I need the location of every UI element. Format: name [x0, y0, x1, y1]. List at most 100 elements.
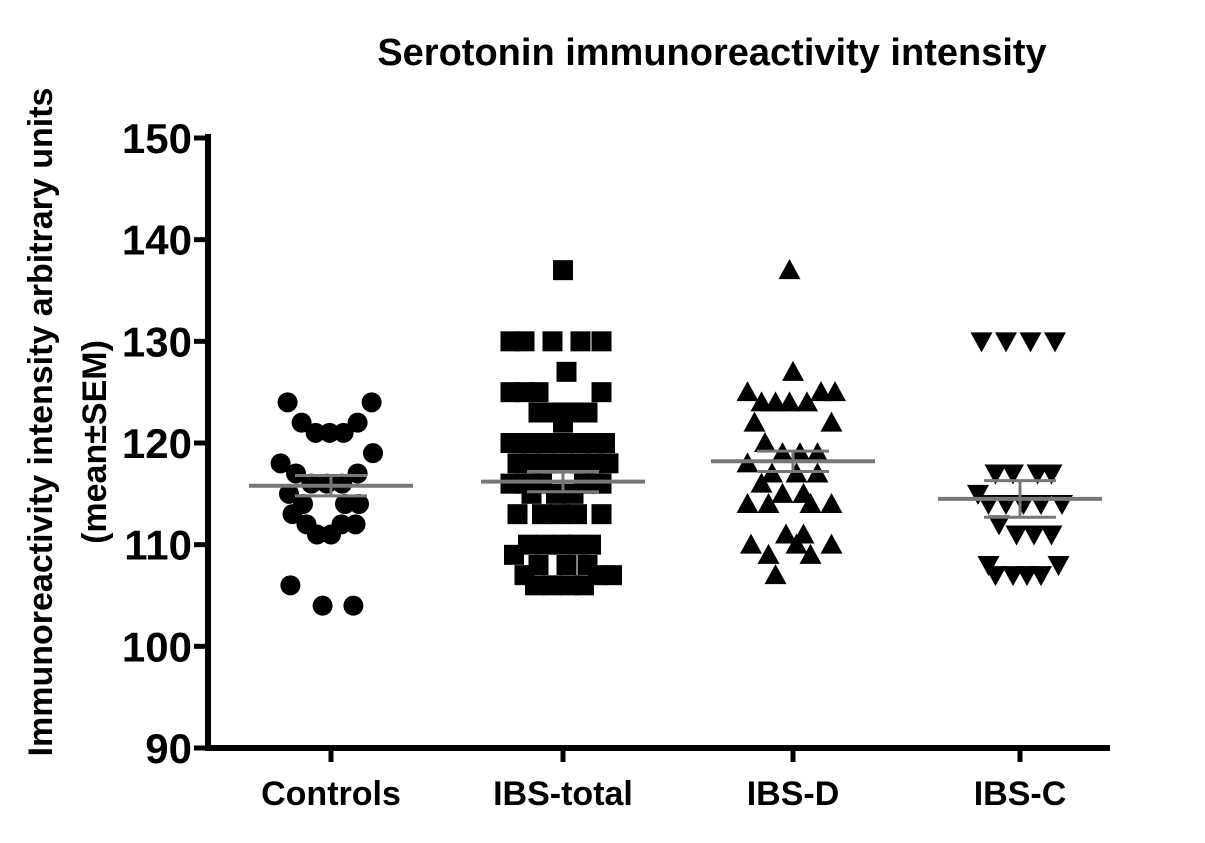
data-point-square: [595, 433, 615, 453]
data-point-square: [574, 575, 594, 596]
data-point-square: [591, 382, 612, 403]
data-point-circle: [270, 453, 291, 474]
x-tick-label: IBS-total: [493, 775, 633, 813]
data-point-triangle-down: [1047, 556, 1070, 576]
data-point-circle: [361, 392, 382, 413]
data-point-square: [542, 331, 563, 352]
data-point-triangle-up: [757, 543, 780, 564]
data-point-square: [598, 453, 619, 474]
data-point-circle: [321, 524, 341, 545]
data-point-triangle-up: [754, 432, 776, 452]
y-tick-label: 100: [122, 623, 192, 670]
data-point-circle: [280, 575, 301, 596]
y-tick-label: 120: [122, 420, 192, 467]
x-tick-label: Controls: [261, 775, 401, 813]
data-point-triangle-down: [1002, 464, 1024, 485]
data-point-triangle-up: [750, 472, 773, 493]
data-point-triangle-up: [771, 482, 794, 503]
data-point-square: [535, 534, 556, 555]
y-axis-sublabel: (mean±SEM): [76, 340, 114, 544]
data-point-triangle-up: [810, 381, 832, 402]
data-point-triangle-down: [970, 332, 993, 353]
data-point-square: [528, 402, 549, 423]
data-point-triangle-up: [764, 564, 787, 585]
data-point-triangle-down: [977, 556, 1000, 576]
data-point-triangle-up: [799, 543, 822, 564]
data-point-triangle-up: [782, 360, 804, 381]
data-point-circle: [301, 473, 322, 494]
data-point-square: [581, 534, 601, 555]
data-point-circle: [305, 422, 326, 443]
data-point-square: [525, 575, 545, 596]
data-point-square: [560, 433, 580, 453]
data-point-square: [553, 453, 573, 474]
data-point-triangle-up: [750, 391, 773, 412]
data-point-triangle-down: [1023, 525, 1045, 546]
data-point-circle: [277, 392, 298, 413]
data-point-circle: [347, 412, 368, 433]
data-point-square: [528, 382, 549, 403]
data-point-circle: [291, 412, 312, 433]
data-point-square: [514, 331, 535, 352]
data-point-square: [546, 483, 566, 504]
data-point-square: [542, 575, 563, 596]
data-point-triangle-up: [757, 493, 780, 513]
y-tick-label: 130: [122, 318, 192, 365]
data-point-square: [591, 473, 612, 494]
data-point-triangle-down: [984, 566, 1007, 587]
data-point-square: [570, 331, 591, 352]
data-point-circle: [345, 514, 366, 535]
data-point-circle: [286, 463, 306, 484]
data-point-triangle-up: [799, 493, 822, 513]
mean-sem-bars: [249, 449, 1102, 519]
data-point-triangle-up: [820, 493, 843, 513]
x-tick-label: IBS-C: [974, 775, 1067, 813]
data-point-circle: [343, 595, 364, 616]
data-point-triangle-up: [736, 381, 759, 402]
y-tick-label: 140: [122, 217, 192, 264]
data-point-triangle-up: [796, 391, 818, 412]
data-point-triangle-up: [785, 533, 808, 554]
data-point-triangle-down: [1026, 464, 1049, 485]
data-point-square: [553, 412, 573, 433]
chart-title: Serotonin immunoreactivity intensity: [377, 32, 1046, 74]
data-point-circle: [319, 422, 340, 443]
data-point-triangle-down: [1040, 525, 1063, 546]
data-point-triangle-up: [775, 523, 797, 544]
y-axis-label: Immunoreactivity intensity arbitrary uni…: [22, 88, 60, 757]
data-point-triangle-down: [995, 332, 1017, 353]
data-point-square: [521, 483, 542, 504]
data-point-square: [549, 504, 570, 525]
data-point-circle: [333, 422, 354, 443]
data-point-triangle-up: [824, 381, 846, 402]
data-point-circle: [282, 504, 303, 525]
data-point-square: [535, 453, 556, 474]
data-point-square: [532, 504, 552, 525]
data-point-circle: [279, 483, 299, 504]
data-point-circle: [349, 494, 369, 514]
y-tick-label: 90: [145, 725, 192, 772]
data-point-square: [591, 504, 612, 525]
data-point-square: [602, 565, 622, 586]
data-point-triangle-down: [1044, 332, 1066, 353]
data-point-circle: [347, 463, 368, 484]
data-point-triangle-down: [1040, 464, 1063, 485]
data-point-triangle-down: [984, 464, 1007, 485]
data-point-triangle-up: [764, 391, 787, 412]
data-point-triangle-up: [736, 493, 759, 513]
data-point-triangle-down: [988, 515, 1010, 536]
data-point-triangle-down: [1019, 332, 1042, 353]
x-tick-label: IBS-D: [747, 775, 840, 813]
data-point-square: [567, 504, 587, 525]
data-point-circle: [363, 443, 383, 464]
data-point-circle: [307, 524, 327, 545]
data-point-square: [591, 331, 612, 352]
data-point-triangle-up: [740, 533, 762, 554]
data-point-square: [577, 433, 598, 453]
data-point-square: [556, 555, 577, 575]
data-point-triangle-down: [1005, 525, 1028, 546]
data-point-triangle-up: [778, 259, 801, 280]
data-point-square: [553, 260, 573, 281]
data-point-triangle-down: [1016, 566, 1038, 587]
